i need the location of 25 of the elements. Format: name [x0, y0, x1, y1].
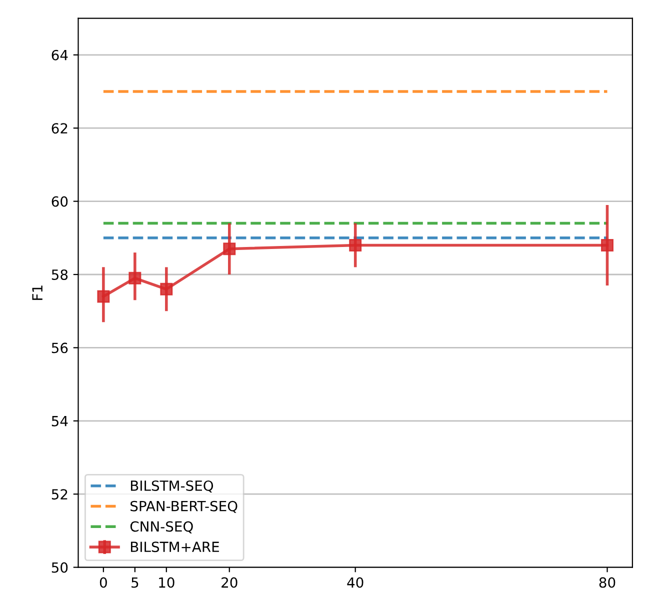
x-tick-label: 10 [159, 577, 174, 588]
x-tick-label: 0 [100, 577, 107, 588]
x-tick-label: 80 [599, 577, 616, 588]
legend-label: SPAN-BERT-SEQ [130, 500, 238, 513]
point [349, 238, 362, 252]
point [601, 238, 614, 252]
y-tick-label: 56 [52, 342, 68, 354]
y-tick-label: 62 [52, 123, 68, 134]
y-tick-label: 54 [52, 416, 68, 426]
y-tick-label: 64 [52, 50, 68, 60]
x-tick-label: 20 [222, 577, 238, 588]
y-tick-label: 50 [52, 562, 68, 573]
x-tick-label: 5 [132, 577, 138, 588]
point [97, 290, 110, 303]
legend-label: BILSTM-SEQ [130, 480, 214, 493]
point [223, 242, 236, 256]
point [160, 282, 173, 296]
legend-label: BILSTM+ARE [130, 542, 219, 552]
legend-label: CNN-SEQ [130, 521, 193, 534]
y-tick-label: 52 [52, 489, 68, 500]
y-tick-label: 60 [52, 196, 68, 207]
y-tick-label: 58 [52, 269, 68, 280]
y-axis-title: F1 [32, 286, 42, 300]
point [128, 272, 142, 284]
x-tick-label: 40 [347, 577, 364, 588]
